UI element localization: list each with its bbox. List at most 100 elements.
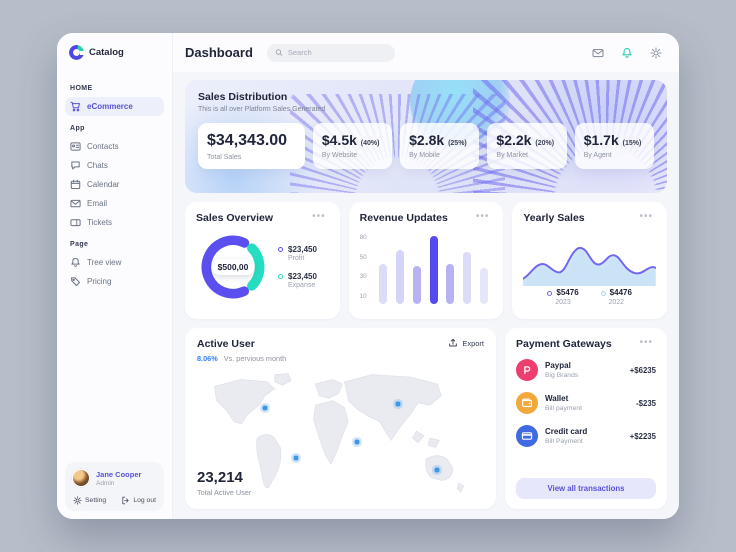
setting-button[interactable]: Setting — [73, 496, 106, 505]
legend-dot — [278, 274, 283, 279]
map-location-dot — [395, 401, 401, 407]
sidebar-item-ecommerce[interactable]: eCommerce — [65, 97, 164, 116]
notifications-button[interactable] — [620, 46, 634, 60]
card-title: Revenue Updates — [359, 212, 448, 224]
sidebar-item-tickets[interactable]: Tickets — [65, 213, 164, 232]
map-asia — [344, 374, 442, 441]
card-menu-button[interactable]: ••• — [639, 337, 653, 348]
export-label: Export — [462, 338, 484, 348]
yearly-sales-chart — [523, 246, 657, 286]
brand-name: Catalog — [89, 47, 124, 58]
card-menu-button[interactable]: ••• — [312, 211, 326, 222]
card-subtitle: This is all over Platform Sales Generate… — [198, 106, 326, 113]
catalog-logo-icon — [69, 45, 85, 60]
card-title: Payment Gateways — [516, 338, 612, 350]
legend-year: 2023 — [555, 299, 571, 306]
sidebar-item-calendar[interactable]: Calendar — [65, 175, 164, 194]
search-box[interactable] — [266, 43, 395, 62]
sidebar-item-label: eCommerce — [87, 102, 133, 111]
revenue-bar — [412, 266, 421, 304]
user-card[interactable]: Jane Cooper Admin Setting Log out — [65, 462, 164, 511]
stat-by-market: $2.2k (20%) By Market — [487, 123, 567, 169]
donut-arc-profit — [201, 235, 265, 299]
map-south-america — [256, 434, 282, 489]
payment-desc: Bill payment — [545, 404, 583, 412]
legend-expanse: $23,450 Expanse — [278, 272, 317, 289]
sidebar-item-label: Tickets — [87, 218, 113, 227]
map-location-dot — [262, 405, 268, 411]
map-africa — [313, 400, 349, 465]
payment-name: Wallet — [545, 394, 569, 404]
total-active-users: 23,214 — [197, 469, 243, 486]
dashboard-content: Sales Distribution This is all over Plat… — [173, 72, 679, 519]
search-icon — [275, 49, 283, 56]
card-menu-button[interactable]: ••• — [639, 211, 654, 222]
sidebar: Catalog HOME eCommerce App Contacts Chat… — [57, 33, 173, 519]
map-location-dot — [354, 439, 360, 445]
gear-icon — [73, 496, 82, 505]
world-map — [197, 370, 488, 505]
card-title: Active User — [197, 338, 255, 350]
legend-dot — [278, 247, 283, 252]
stat-label: By Agent — [583, 152, 612, 159]
revenue-bar — [480, 268, 489, 304]
sidebar-item-contacts[interactable]: Contacts — [65, 137, 164, 156]
line-2023 — [523, 246, 657, 280]
sidebar-item-email[interactable]: Email — [65, 194, 164, 213]
sidebar-item-label: Calendar — [87, 180, 120, 189]
map-north-america — [214, 379, 276, 425]
stat-value: $2.2k — [496, 132, 532, 148]
card-title: Sales Overview — [196, 212, 274, 224]
payment-name: Paypal — [545, 361, 571, 371]
export-icon — [449, 338, 458, 347]
revenue-updates-card: Revenue Updates ••• 80 50 30 10 — [348, 202, 504, 319]
legend-value: $23,450 — [288, 245, 317, 254]
payment-amount: +$6235 — [629, 365, 656, 375]
stat-percent: (25%) — [448, 140, 467, 147]
section-label-page: Page — [70, 241, 89, 248]
revenue-bar — [429, 235, 438, 304]
sidebar-item-pricing[interactable]: Pricing — [65, 272, 164, 291]
card-menu-button[interactable]: ••• — [475, 211, 490, 222]
payment-amount: -$235 — [636, 398, 656, 408]
wallet-icon — [516, 392, 538, 414]
calendar-icon — [70, 179, 81, 190]
sidebar-item-tree-view[interactable]: Tree view — [65, 253, 164, 272]
logout-icon — [122, 496, 129, 505]
y-tick: 30 — [359, 273, 367, 281]
card-title: Sales Distribution — [198, 91, 288, 103]
payment-row-paypal[interactable]: Paypal Big Brands +$6235 — [516, 359, 656, 381]
legend-label: Expanse — [288, 282, 316, 289]
envelope-icon — [592, 48, 604, 57]
payment-row-wallet[interactable]: Wallet Bill payment -$235 — [516, 392, 656, 414]
settings-button[interactable] — [649, 46, 663, 60]
revenue-y-axis: 80 50 30 10 — [360, 232, 367, 304]
card-title: Yearly Sales — [523, 212, 585, 224]
messages-button[interactable] — [591, 46, 605, 60]
payment-name: Credit card — [545, 427, 588, 437]
stat-label: By Market — [496, 152, 528, 159]
section-label-app: App — [70, 125, 85, 132]
map-location-dot — [293, 455, 299, 461]
yearly-legend-2023: $5476 2023 — [547, 288, 579, 306]
stat-label: By Mobile — [409, 152, 440, 159]
logout-button[interactable]: Log out — [121, 496, 156, 505]
map-indonesia — [427, 437, 440, 448]
y-tick: 10 — [359, 292, 367, 300]
sidebar-item-chats[interactable]: Chats — [65, 156, 164, 175]
map-location-dot — [434, 467, 440, 473]
view-all-transactions-button[interactable]: View all transactions — [516, 478, 656, 499]
revenue-bar — [446, 263, 455, 304]
search-input[interactable] — [287, 48, 387, 57]
user-role: Admin — [96, 479, 115, 487]
y-tick: 50 — [359, 253, 367, 261]
donut-arc-expanse — [201, 235, 265, 299]
stat-value: $34,343.00 — [207, 132, 288, 149]
avatar — [72, 469, 90, 487]
revenue-bars — [373, 232, 493, 304]
export-button[interactable]: Export — [448, 338, 484, 348]
area-main — [523, 247, 657, 286]
payment-row-credit-card[interactable]: Credit card Bill Payment +$2235 — [516, 425, 656, 447]
sidebar-item-label: Tree view — [87, 258, 122, 267]
topbar: Dashboard — [173, 33, 679, 72]
